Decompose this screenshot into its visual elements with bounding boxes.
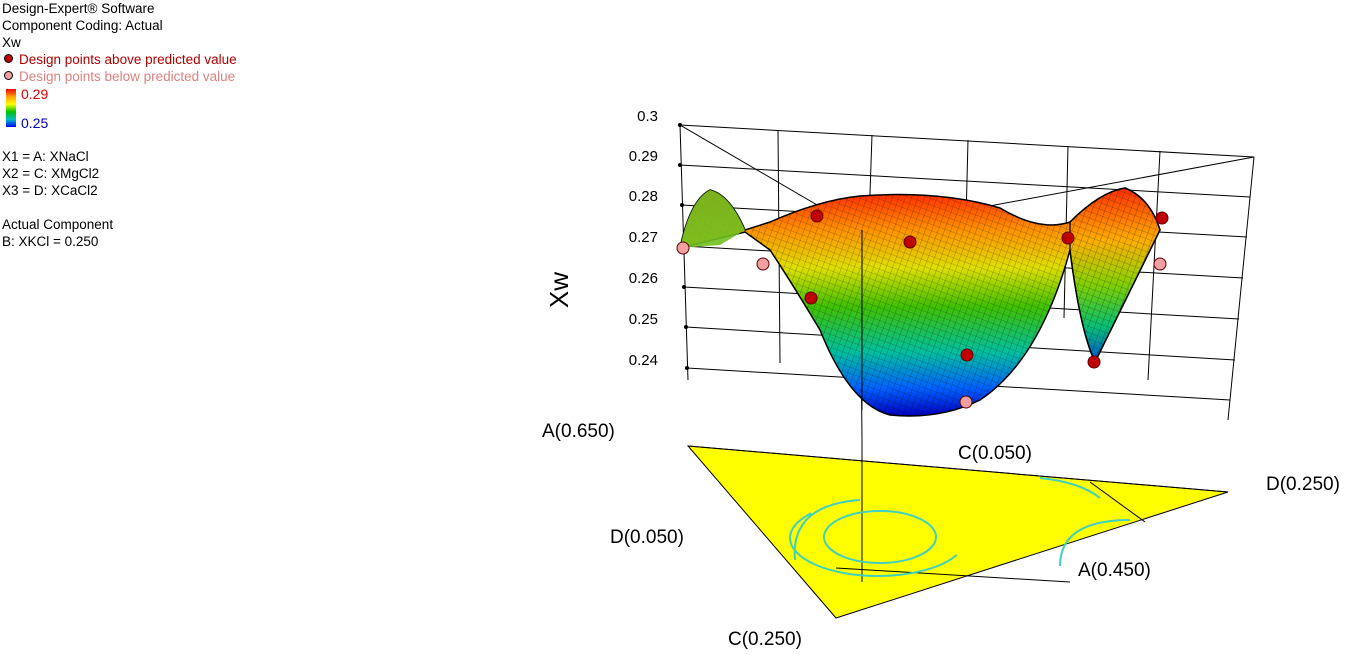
design-point-below [959, 395, 973, 409]
actual-component-title: Actual Component [2, 217, 114, 232]
design-point-above [804, 291, 818, 305]
vertex-label-d-low: D(0.050) [610, 527, 684, 548]
z-tick-label: 0.28 [629, 188, 658, 205]
z-axis-title: Xw [544, 272, 574, 308]
color-scale-low: 0.25 [21, 115, 49, 131]
z-tick-label: 0.24 [629, 352, 658, 369]
software-title: Design-Expert® Software [2, 1, 155, 16]
z-tick-label: 0.3 [637, 108, 658, 125]
color-gradient-bar [6, 89, 16, 127]
vertex-label-a-high: A(0.650) [542, 421, 615, 442]
component-coding: Component Coding: Actual [2, 18, 163, 33]
design-point-below [1153, 257, 1167, 271]
factor-x1: X1 = A: XNaCl [2, 149, 89, 164]
design-point-above [810, 209, 824, 223]
above-point-icon [4, 54, 13, 63]
design-point-below [676, 241, 690, 255]
vertex-label-d-high: D(0.250) [1266, 474, 1340, 495]
design-point-above [960, 348, 974, 362]
design-point-above [1087, 355, 1101, 369]
factor-x3: X3 = D: XCaCl2 [2, 183, 98, 198]
z-axis: 0.3 0.29 0.28 0.27 0.26 0.25 0.24 [629, 108, 689, 370]
legend-above-label: Design points above predicted value [19, 52, 237, 67]
design-point-above [1155, 211, 1169, 225]
design-point-above [1061, 231, 1075, 245]
z-tick-label: 0.26 [629, 270, 658, 287]
design-point-above [903, 235, 917, 249]
legend-above: Design points above predicted value [2, 51, 237, 68]
color-scale-high: 0.29 [21, 86, 49, 102]
below-point-icon [4, 71, 13, 80]
z-tick-label: 0.25 [629, 311, 658, 328]
design-point-below [756, 257, 770, 271]
z-tick-label: 0.29 [629, 148, 658, 165]
actual-component-value: B: XKCl = 0.250 [2, 234, 99, 249]
floor-triangle [686, 440, 1229, 619]
legend-panel: Design-Expert® Software Component Coding… [2, 0, 237, 250]
vertex-labels: A(0.650) C(0.050) D(0.250) D(0.050) A(0.… [542, 421, 1340, 650]
z-tick-label: 0.27 [629, 229, 658, 246]
vertex-label-c-high: C(0.250) [728, 629, 802, 650]
factor-x2: X2 = C: XMgCl2 [2, 166, 100, 181]
vertex-label-c-low: C(0.050) [958, 443, 1032, 464]
vertex-label-a-low: A(0.450) [1078, 560, 1151, 581]
color-scale: 0.29 0.25 [2, 86, 237, 131]
response-surface [679, 187, 1161, 417]
design-points [676, 209, 1169, 409]
response-name: Xw [2, 35, 21, 50]
legend-below: Design points below predicted value [2, 68, 237, 85]
legend-below-label: Design points below predicted value [19, 69, 236, 84]
